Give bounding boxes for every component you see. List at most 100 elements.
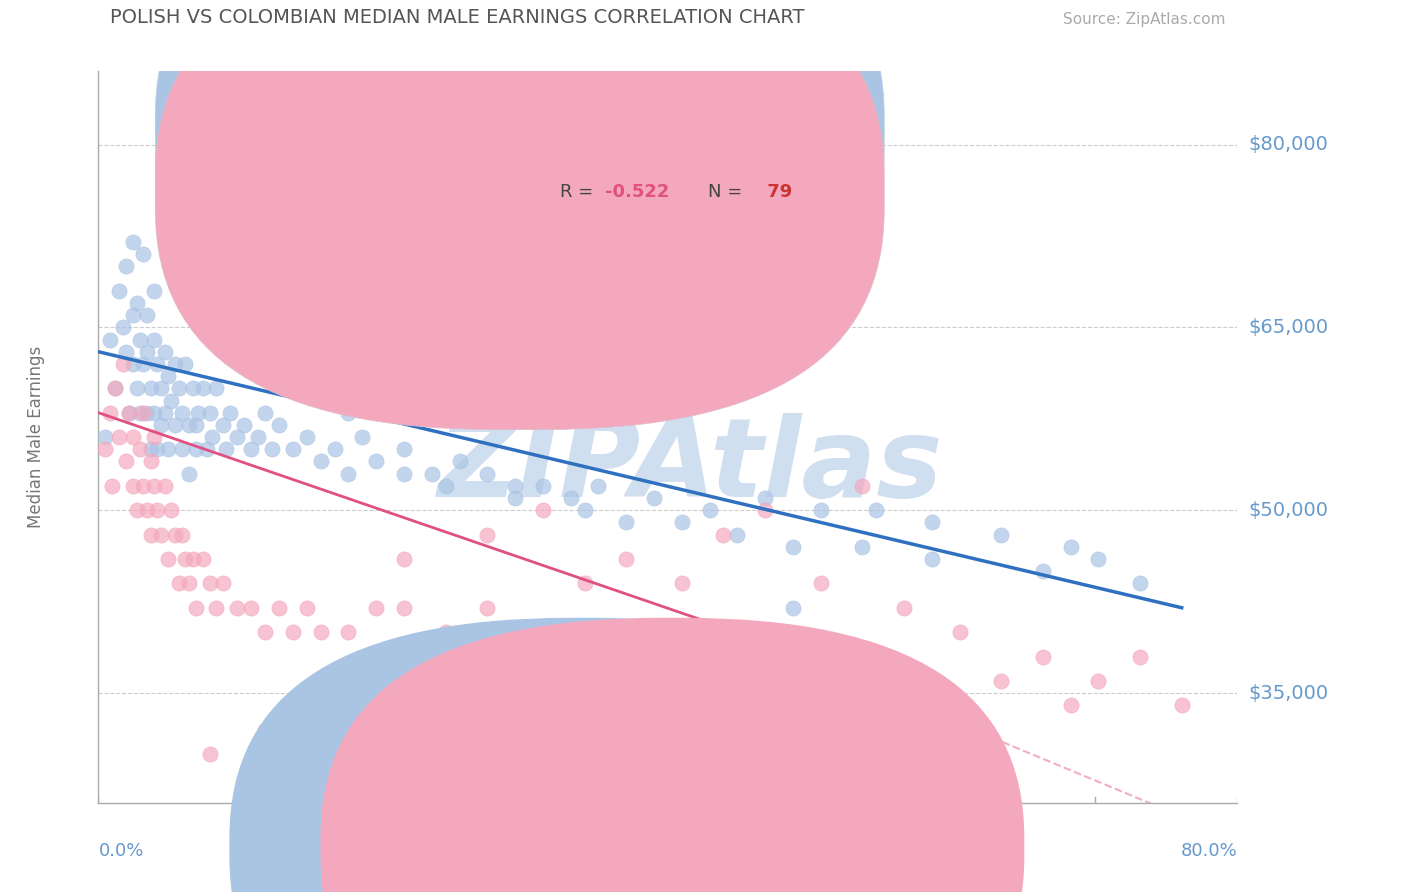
Point [1170,698,1192,713]
Point [366,454,388,468]
Point [671,649,693,664]
Point [337,467,360,481]
Point [145,357,167,371]
Point [156,552,179,566]
Point [434,625,457,640]
Point [143,430,166,444]
Point [118,406,141,420]
Point [219,406,242,420]
Point [713,527,735,541]
Point [129,333,152,347]
Point [159,393,181,408]
Point [149,381,172,395]
Point [1032,649,1054,664]
Point [865,503,887,517]
Point [1087,673,1109,688]
Point [810,576,832,591]
Point [254,723,277,737]
Point [159,503,181,517]
Point [141,454,163,468]
Point [921,552,943,566]
Point [309,625,332,640]
Point [990,527,1012,541]
Point [94,442,117,457]
Point [115,260,138,274]
Text: Median Male Earnings: Median Male Earnings [27,346,45,528]
FancyBboxPatch shape [156,0,884,430]
Point [212,576,235,591]
Point [671,576,693,591]
Point [725,625,748,640]
Point [181,381,204,395]
FancyBboxPatch shape [463,94,862,225]
Point [98,406,121,420]
Point [851,479,873,493]
Point [195,442,218,457]
Point [173,552,195,566]
Point [191,381,214,395]
Point [191,552,214,566]
Point [145,503,167,517]
Point [198,406,221,420]
Point [132,247,155,261]
Text: 80.0%: 80.0% [1181,842,1237,860]
Point [170,442,193,457]
Point [281,625,304,640]
Text: R =: R = [560,124,599,143]
Point [132,406,155,420]
Point [267,417,290,432]
Point [503,625,526,640]
Point [810,503,832,517]
Point [167,576,190,591]
Point [136,406,159,420]
Text: -0.528: -0.528 [605,124,669,143]
Point [643,491,665,505]
Point [122,308,145,322]
Point [108,430,131,444]
Point [782,540,804,554]
Point [127,296,149,310]
Point [143,333,166,347]
Text: $80,000: $80,000 [1249,135,1329,154]
Point [184,417,207,432]
Text: -0.522: -0.522 [605,183,669,201]
Point [143,479,166,493]
Point [295,600,318,615]
Point [149,527,172,541]
Point [671,516,693,530]
Point [699,503,721,517]
Point [366,600,388,615]
Point [392,552,415,566]
Point [449,454,471,468]
Point [503,491,526,505]
Point [254,406,277,420]
Point [153,344,176,359]
Point [247,430,270,444]
Point [226,430,249,444]
Point [1059,540,1081,554]
Point [149,417,172,432]
Point [112,320,135,334]
Point [101,479,124,493]
Point [782,649,804,664]
Point [1032,564,1054,578]
Point [713,710,735,724]
Point [295,198,318,212]
Text: ZIPAtlas: ZIPAtlas [437,413,943,520]
Point [281,442,304,457]
Point [392,467,415,481]
Point [122,430,145,444]
Text: N =: N = [707,183,748,201]
Point [260,442,283,457]
Point [782,600,804,615]
Point [337,625,360,640]
Point [108,284,131,298]
Point [574,686,596,700]
Point [145,442,167,457]
Point [177,467,200,481]
Point [990,673,1012,688]
Point [254,625,277,640]
Text: Colombians: Colombians [690,872,787,890]
Point [129,442,152,457]
Point [1059,698,1081,713]
